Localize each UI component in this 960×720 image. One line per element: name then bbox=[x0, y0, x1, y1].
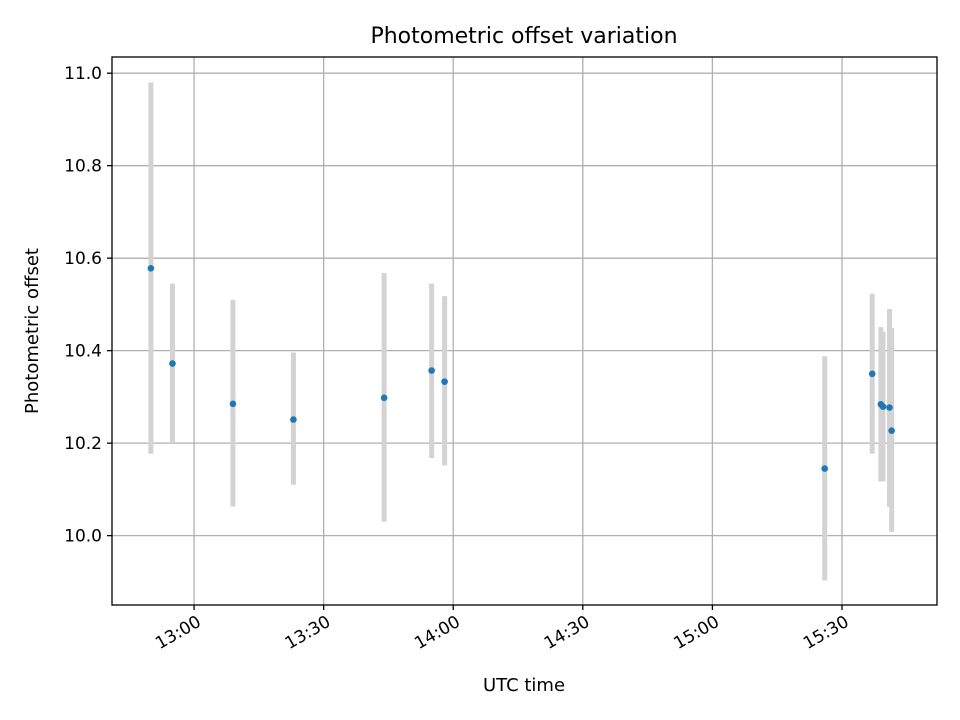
y-tick-label: 10.2 bbox=[64, 434, 102, 454]
data-point bbox=[290, 416, 297, 423]
chart-title: Photometric offset variation bbox=[370, 24, 677, 49]
data-point bbox=[868, 370, 876, 378]
y-tick-label: 11.0 bbox=[64, 64, 102, 84]
y-tick-label: 10.0 bbox=[64, 527, 102, 547]
data-point bbox=[441, 378, 448, 385]
grid bbox=[112, 57, 937, 605]
data-point bbox=[886, 404, 893, 411]
data-point bbox=[229, 400, 237, 408]
y-tick-label: 10.6 bbox=[64, 249, 102, 269]
data-point bbox=[380, 394, 388, 402]
x-tick-label: 14:30 bbox=[541, 612, 593, 654]
plot-frame bbox=[111, 56, 938, 606]
x-axis-ticks: 13:00 13:30 14:00 14:30 15:00 15:30 bbox=[152, 605, 852, 654]
data-point bbox=[821, 465, 828, 472]
x-tick-label: 13:30 bbox=[282, 612, 334, 654]
data-point bbox=[888, 427, 895, 434]
data-point bbox=[879, 403, 887, 410]
data-point bbox=[147, 265, 155, 272]
x-tick-label: 15:30 bbox=[800, 612, 852, 654]
data-points bbox=[147, 265, 895, 472]
data-point bbox=[428, 367, 435, 374]
y-axis-ticks: 10.0 10.2 10.4 10.6 10.8 11.0 bbox=[64, 64, 112, 547]
data-point bbox=[169, 360, 176, 367]
x-tick-label: 14:00 bbox=[411, 612, 463, 654]
x-tick-label: 13:00 bbox=[152, 612, 204, 654]
error-bars bbox=[148, 82, 895, 581]
y-tick-label: 10.4 bbox=[64, 342, 102, 362]
y-tick-label: 10.8 bbox=[64, 157, 102, 177]
y-axis-label: Photometric offset bbox=[22, 248, 43, 414]
x-tick-label: 15:00 bbox=[670, 612, 722, 654]
x-axis-label: UTC time bbox=[483, 675, 565, 696]
